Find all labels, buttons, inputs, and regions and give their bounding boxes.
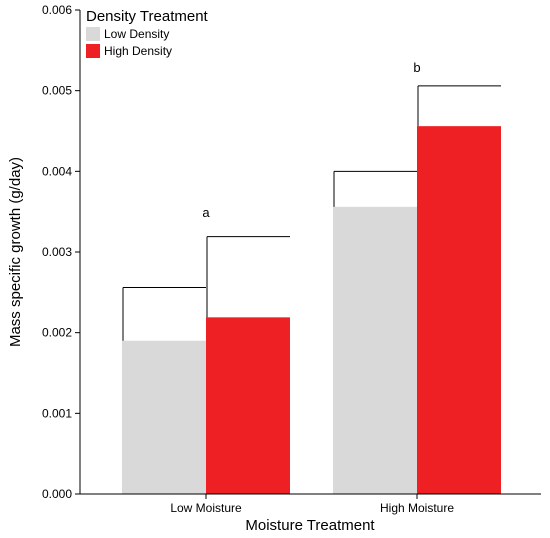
y-tick-label: 0.003 xyxy=(42,245,72,259)
legend-label-low-density: Low Density xyxy=(104,27,169,41)
y-axis-ticks: 0.000 0.001 0.002 0.003 0.004 0.005 0.006 xyxy=(42,3,80,501)
legend-swatch-low-density xyxy=(86,27,100,41)
legend-swatch-high-density xyxy=(86,44,100,58)
legend-label-high-density: High Density xyxy=(104,44,172,58)
y-tick-label: 0.004 xyxy=(42,164,72,178)
y-tick-label: 0.006 xyxy=(42,3,72,17)
x-tick-label: High Moisture xyxy=(380,501,454,515)
bar-high-density-low-moisture xyxy=(206,317,290,494)
bar-low-density-low-moisture xyxy=(122,340,206,494)
significance-label-low-moisture: a xyxy=(202,205,210,220)
x-tick-label: Low Moisture xyxy=(170,501,242,515)
y-tick-label: 0.005 xyxy=(42,84,72,98)
bars-layer xyxy=(122,126,501,494)
significance-label-high-moisture: b xyxy=(413,60,420,75)
x-axis-title: Moisture Treatment xyxy=(245,517,375,534)
legend: Density Treatment Low Density High Densi… xyxy=(86,8,209,58)
y-tick-label: 0.000 xyxy=(42,487,72,501)
y-tick-label: 0.002 xyxy=(42,326,72,340)
error-bars-layer xyxy=(122,85,501,341)
y-tick-label: 0.001 xyxy=(42,406,72,420)
bar-high-density-high-moisture xyxy=(417,126,501,494)
legend-title: Density Treatment xyxy=(86,8,209,25)
bar-low-density-high-moisture xyxy=(333,206,417,494)
y-axis-title: Mass specific growth (g/day) xyxy=(7,157,24,347)
x-axis-ticks: Low Moisture High Moisture xyxy=(170,494,454,515)
